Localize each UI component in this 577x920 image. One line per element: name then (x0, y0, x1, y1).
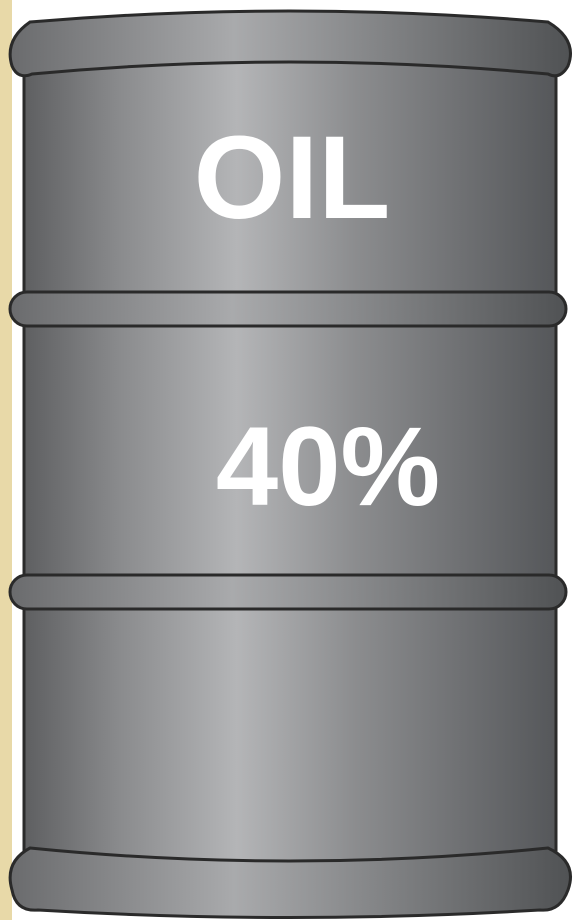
barrel-illustration: OIL 40% (0, 0, 577, 920)
background-strip (0, 0, 12, 920)
share-label: 40% (216, 404, 440, 529)
band (10, 292, 566, 326)
page: {"barrel": {"label": "OIL", "share": "40… (0, 0, 577, 920)
barrel-label: OIL (194, 112, 391, 244)
band (10, 575, 566, 609)
